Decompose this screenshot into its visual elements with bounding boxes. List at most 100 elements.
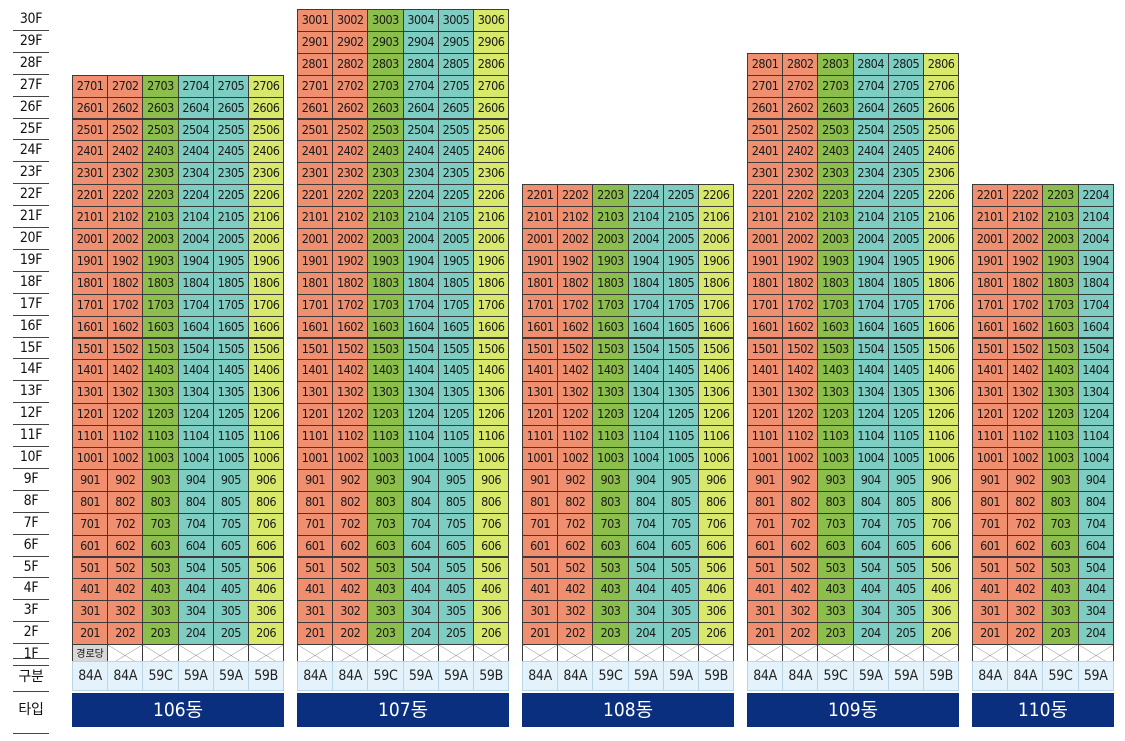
unit-cell: 1701 [747,293,784,317]
unit-cell: 903 [1042,468,1079,492]
unit-cell: 2406 [923,140,960,164]
unit-cell: 2004 [1077,228,1114,251]
unit-cell: 605 [887,534,924,558]
unit-cell: 1201 [972,403,1009,427]
unit-cell: 704 [1077,512,1114,536]
unit-cell: 904 [402,468,439,492]
unit-cell: 2806 [473,52,510,76]
unit-cell: 2203 [367,184,404,208]
floor-label: 5F [23,558,39,575]
unit-cell: 2502 [332,118,369,142]
unit-cell: 502 [782,556,819,580]
floor-label: 7F [23,514,39,531]
unit-cell: 1402 [1007,359,1044,383]
floor-label: 2F [23,624,39,641]
unit-cell: 503 [1042,556,1079,580]
unit-cell: 1203 [367,403,404,427]
unit-cell: 1305 [662,381,699,405]
unit-cell: 1104 [402,425,439,448]
unit-cell: 1201 [747,403,784,427]
unit-cell: 2104 [402,206,439,229]
unit-cell: 204 [627,622,664,646]
unit-cell: 2301 [297,162,334,186]
unit-cell: 1103 [1042,425,1079,448]
unit-cell: 1101 [522,425,559,448]
unit-cell: 1303 [1042,381,1079,405]
unit-cell: 1703 [1042,293,1079,317]
unit-cell: 201 [972,622,1009,646]
unit-cell: 201 [522,622,559,646]
unit-cell: 303 [817,600,854,624]
unit-cell: 2206 [923,184,960,208]
floor-label: 27F [19,76,43,93]
unit-cell: 2501 [72,118,109,142]
unit-cell: 305 [437,600,474,624]
unit-cell: 1305 [437,381,474,405]
floor-divider [13,555,49,557]
unit-cell: 1506 [473,337,510,361]
unit-cell: 1001 [297,447,334,470]
unit-cell: 1805 [662,271,699,295]
unit-cell: 2503 [142,118,179,142]
unit-cell: 806 [698,490,735,514]
unit-cell: 2904 [402,30,439,54]
unit-cell: 2805 [437,52,474,76]
unit-cell: 1603 [592,315,629,339]
unit-cell: 1904 [402,249,439,273]
unit-cell: 1501 [297,337,334,361]
unit-cell: 2306 [248,162,285,186]
unit-cell: 901 [522,468,559,492]
unit-cell: 1701 [297,293,334,317]
unit-cell: 1304 [627,381,664,405]
unit-cell: 604 [1077,534,1114,558]
unit-cell: 405 [212,578,249,602]
unit-cell: 1205 [212,403,249,427]
unit-cell: 1401 [297,359,334,383]
unit-cell: 902 [107,468,144,492]
unit-cell: 2404 [852,140,889,164]
unit-cell: 1101 [297,425,334,448]
unit-cell: 206 [698,622,735,646]
unit-cell: 2101 [72,206,109,229]
floor-label: 19F [19,251,43,268]
unit-cell: 902 [782,468,819,492]
unit-cell: 1602 [782,315,819,339]
unit-cell: 1806 [473,271,510,295]
unit-cell: 1005 [887,447,924,470]
unit-cell: 204 [177,622,214,646]
unit-cell: 1501 [972,337,1009,361]
unit-cell: 1004 [852,447,889,470]
unit-cell: 803 [592,490,629,514]
unit-cell: 1903 [142,249,179,273]
unit-cell: 801 [972,490,1009,514]
unit-cell: 802 [1007,490,1044,514]
unit-cell: 1002 [107,447,144,470]
floor-divider [13,227,49,228]
unit-cell: 504 [627,556,664,580]
unit-cell: 2502 [107,118,144,142]
unit-cell: 1503 [1042,337,1079,361]
unit-cell: 1102 [107,425,144,448]
floor-label: 21F [19,208,43,225]
unit-cell: 2005 [887,228,924,251]
unit-cell: 704 [852,512,889,536]
unit-cell: 1402 [107,359,144,383]
unit-cell: 2206 [698,184,735,208]
unit-cell: 305 [662,600,699,624]
unit-cell: 1902 [557,249,594,273]
unit-cell: 904 [627,468,664,492]
unit-cell: 201 [297,622,334,646]
unit-cell: 2005 [662,228,699,251]
unit-cell: 1406 [923,359,960,383]
unit-cell: 1201 [72,403,109,427]
unit-cell: 2803 [367,52,404,76]
unit-cell: 2305 [887,162,924,186]
unit-cell: 2302 [107,162,144,186]
unit-cell: 1702 [782,293,819,317]
unit-cell: 2404 [177,140,214,164]
unit-cell: 1703 [142,293,179,317]
unit-cell: 1301 [522,381,559,405]
unit-cell: 1904 [627,249,664,273]
unit-type-label: 84A [972,661,1009,691]
unit-cell: 805 [662,490,699,514]
